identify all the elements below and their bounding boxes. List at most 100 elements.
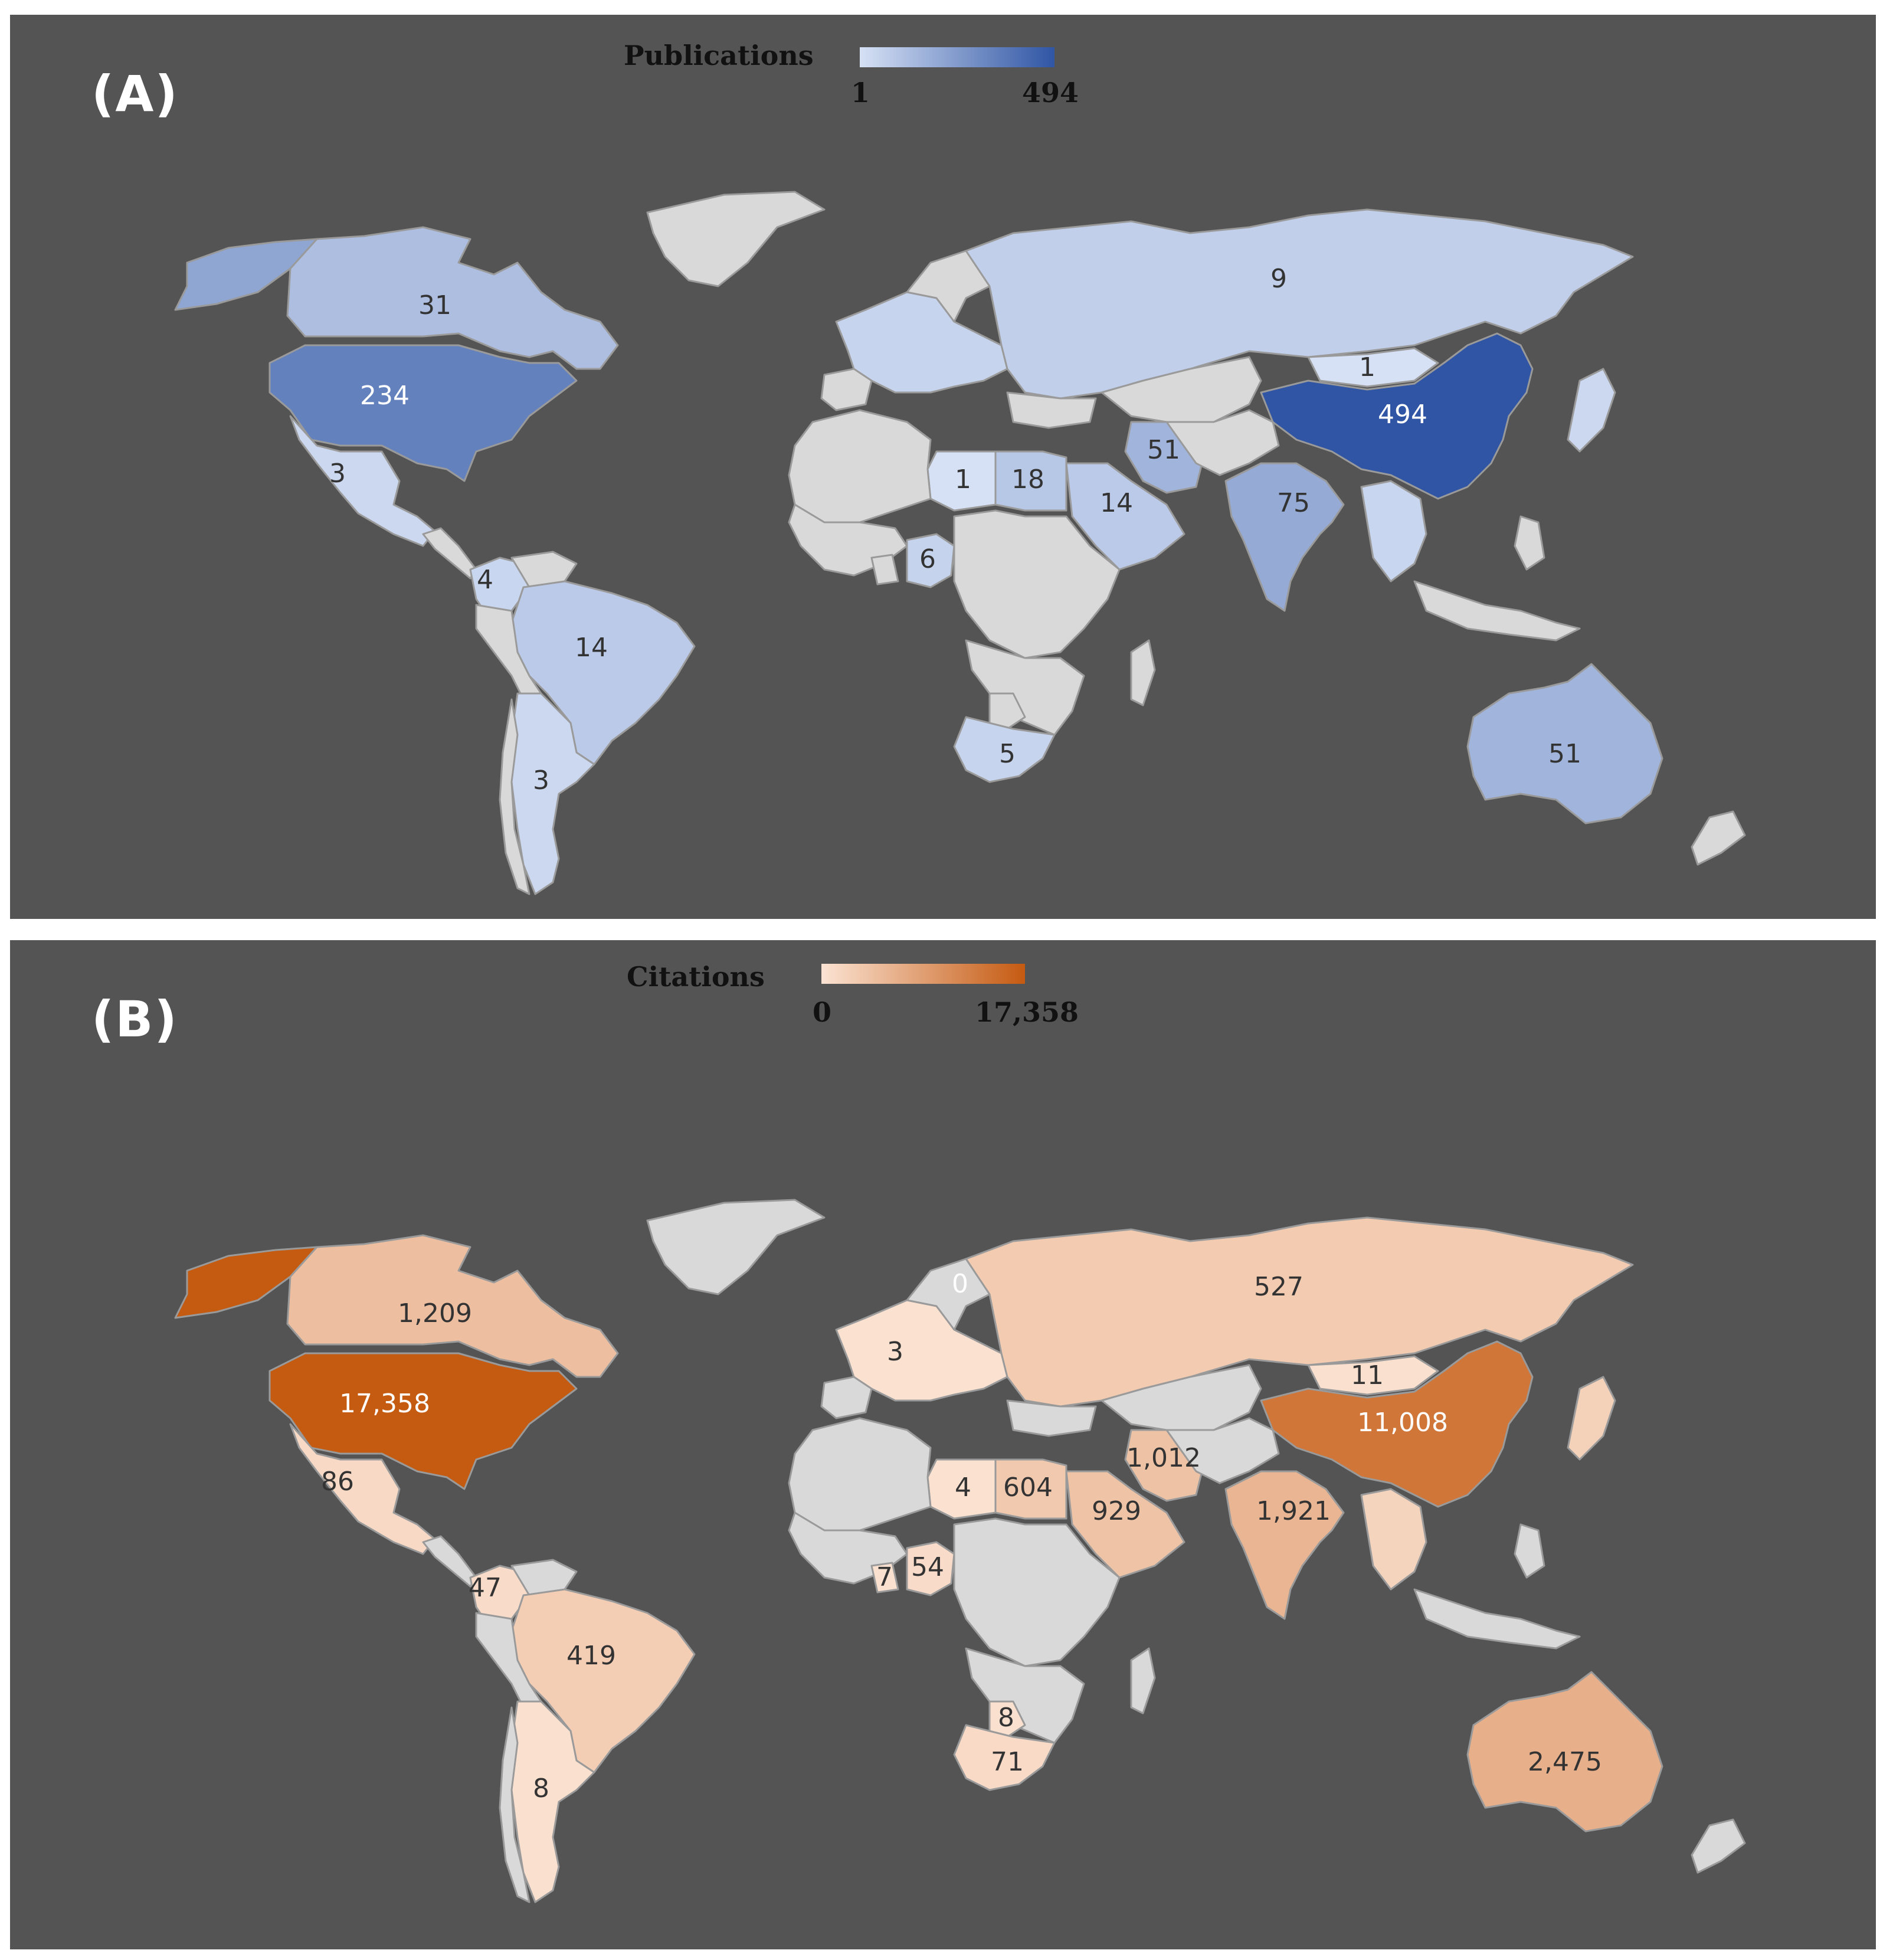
region-kazakh [1101, 1364, 1262, 1431]
value-label-iran: 1,012 [1126, 1443, 1201, 1473]
region-newzealand [1691, 1818, 1746, 1874]
legend-title: Citations [627, 961, 765, 993]
legend-min-label: 0 [813, 996, 832, 1028]
region-mongolia [1307, 1355, 1439, 1396]
region-philippines [1514, 1523, 1545, 1579]
region-canada [286, 1234, 619, 1378]
region-usa [268, 1352, 578, 1490]
value-label-mongolia: 11 [1351, 1360, 1384, 1390]
region-ghana [870, 554, 899, 585]
value-label-nigeria: 54 [911, 1552, 944, 1582]
value-label-australia: 51 [1548, 739, 1581, 769]
value-label-argentina: 8 [533, 1774, 549, 1804]
region-alaska [174, 1246, 318, 1319]
region-seasia [1360, 1488, 1427, 1591]
region-southernafrica [965, 1647, 1085, 1744]
value-label-brazil: 419 [566, 1641, 616, 1671]
region-centralafrica [953, 509, 1121, 659]
region-ghana [870, 1562, 899, 1593]
region-kazakh [1101, 356, 1262, 423]
region-seasia [1360, 480, 1427, 583]
legend-max-label: 17,358 [975, 996, 1079, 1028]
region-greenland [646, 191, 826, 287]
region-iberia [820, 1376, 873, 1419]
region-australia [1466, 663, 1663, 824]
value-label-ghana: 7 [876, 1562, 893, 1592]
region-russia [965, 208, 1634, 400]
region-saudi [1065, 462, 1185, 571]
panel-label: (B) [91, 990, 178, 1048]
citations-world-map: 1,209 17,358 86 47 419 8 3 0 527 11 11,008 1,012 4 60… [174, 1199, 1746, 1903]
region-japan [1567, 368, 1616, 453]
region-indonesia [1413, 580, 1581, 642]
region-venezuela [510, 551, 578, 588]
region-greenland [646, 1199, 826, 1295]
value-label-india: 1,921 [1256, 1496, 1331, 1526]
region-southafrica [953, 1724, 1056, 1791]
region-mongolia [1307, 347, 1439, 388]
region-centralam [422, 527, 477, 580]
value-label-saudi: 929 [1092, 1496, 1141, 1526]
region-usa [268, 344, 578, 482]
value-label-canada: 1,209 [398, 1298, 472, 1329]
value-label-mongolia: 1 [1359, 352, 1375, 382]
region-argentina [510, 1700, 595, 1903]
value-label-libya: 1 [955, 464, 971, 495]
region-australia [1466, 1671, 1663, 1833]
value-label-mexico: 3 [329, 459, 346, 489]
value-label-southafrica: 71 [991, 1747, 1024, 1777]
region-philippines [1514, 515, 1545, 571]
region-chile [499, 1706, 530, 1903]
value-label-usa: 17,358 [339, 1389, 430, 1419]
value-label-botswana: 8 [998, 1703, 1014, 1733]
region-madagascar [1130, 1647, 1156, 1714]
value-label-europe: 3 [887, 1337, 903, 1367]
region-chile [499, 698, 530, 895]
region-centralasia [1165, 1417, 1280, 1484]
publications-map-panel: 31 234 3 4 14 3 9 1 494 51 1 18 14 75 6 5 51 (A) Publica… [10, 15, 1876, 919]
region-alaska [174, 238, 318, 311]
value-label-china: 11,008 [1357, 1408, 1448, 1438]
value-label-iran: 51 [1147, 435, 1180, 465]
region-iberia [820, 368, 873, 411]
panel-label: (A) [91, 65, 179, 123]
region-northafrica [788, 1417, 932, 1532]
region-centralafrica [953, 1517, 1121, 1667]
citations-map-panel: 1,209 17,358 86 47 419 8 3 0 527 11 11,008 1,012 4 60… [10, 940, 1876, 1949]
region-india [1224, 1470, 1345, 1620]
value-label-mexico: 86 [321, 1467, 354, 1497]
region-newzealand [1691, 810, 1746, 866]
legend-title: Publications [624, 40, 814, 71]
region-canada [286, 226, 619, 370]
value-label-nigeria: 6 [919, 544, 936, 574]
region-centralasia [1165, 409, 1280, 476]
region-southafrica [953, 716, 1056, 783]
legend-color-scale [860, 47, 1054, 67]
value-label-scandinavia: 0 [952, 1269, 968, 1299]
region-southernafrica [965, 639, 1085, 736]
value-label-australia: 2,475 [1528, 1747, 1602, 1777]
region-northafrica [788, 409, 932, 523]
value-label-china: 494 [1378, 400, 1427, 430]
region-japan [1567, 1376, 1616, 1461]
value-label-russia: 9 [1270, 264, 1287, 294]
value-label-libya: 4 [955, 1473, 971, 1503]
value-label-india: 75 [1277, 488, 1310, 518]
value-label-colombia: 4 [477, 565, 493, 595]
region-nigeria [906, 1541, 955, 1596]
region-turkey [1006, 391, 1097, 429]
region-india [1224, 462, 1345, 612]
region-botswana [988, 1700, 1026, 1738]
region-madagascar [1130, 639, 1156, 706]
legend-min-label: 1 [851, 77, 870, 109]
region-china [1260, 1340, 1534, 1508]
legend-color-scale [821, 964, 1025, 984]
value-label-southafrica: 5 [999, 739, 1016, 769]
value-label-canada: 31 [418, 290, 451, 320]
region-china [1260, 332, 1534, 500]
region-venezuela [510, 1559, 578, 1596]
region-indonesia [1413, 1588, 1581, 1650]
region-russia [965, 1216, 1634, 1408]
value-label-usa: 234 [360, 381, 410, 411]
